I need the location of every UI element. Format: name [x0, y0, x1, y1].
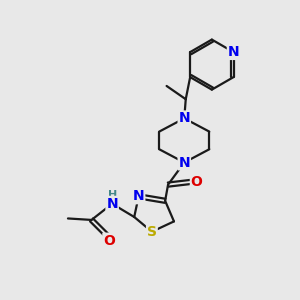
Text: N: N: [133, 189, 144, 203]
Text: N: N: [178, 111, 190, 125]
Text: N: N: [228, 45, 239, 59]
Text: O: O: [191, 175, 203, 189]
Text: N: N: [178, 155, 190, 170]
Text: H: H: [107, 190, 117, 200]
Text: N: N: [106, 197, 118, 211]
Text: S: S: [147, 225, 157, 239]
Text: O: O: [103, 233, 115, 248]
